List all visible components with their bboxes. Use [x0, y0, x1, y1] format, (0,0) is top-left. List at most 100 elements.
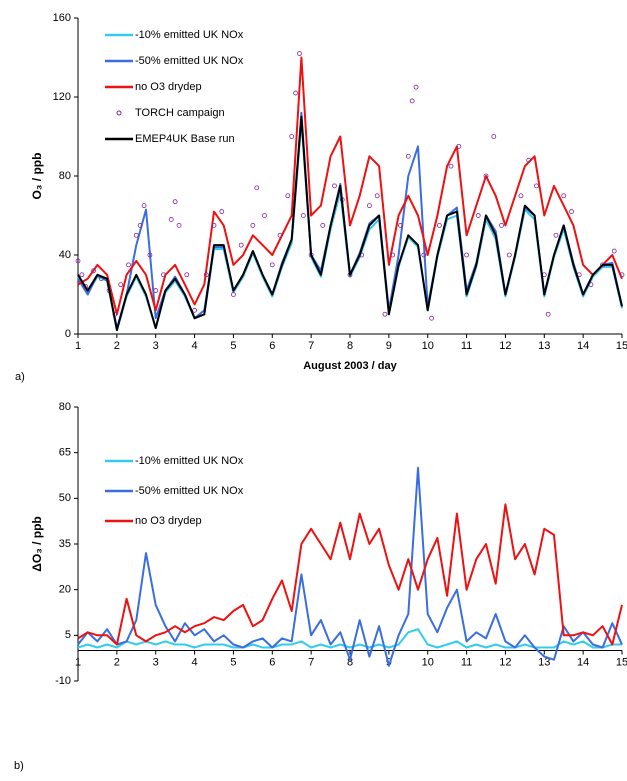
legend-label: no O3 drydep	[135, 515, 202, 527]
y-tick-label: 80	[59, 170, 71, 182]
data-point	[398, 222, 403, 228]
legend-label: -10% emitted UK NOx	[135, 455, 244, 467]
x-tick-label: 4	[192, 656, 198, 668]
x-tick-label: 14	[577, 340, 589, 352]
data-point	[137, 222, 143, 228]
data-point	[133, 232, 139, 238]
data-point	[277, 232, 283, 238]
data-point	[184, 272, 190, 278]
data-point	[506, 252, 512, 258]
data-line	[77, 56, 623, 316]
x-tick-label: 9	[386, 340, 392, 352]
data-point	[475, 213, 481, 218]
x-tick-label: 10	[422, 656, 434, 668]
x-tick-label: 12	[499, 656, 511, 668]
data-point	[545, 311, 551, 317]
x-tick-label: 4	[192, 340, 198, 352]
x-tick-label: 5	[230, 656, 236, 668]
legend-label: -50% emitted UK NOx	[135, 485, 244, 497]
y-tick-label: 80	[59, 401, 71, 413]
data-point	[203, 272, 209, 278]
data-point	[561, 193, 567, 199]
x-tick-label: 6	[269, 656, 275, 668]
data-point	[238, 242, 244, 248]
data-point	[293, 90, 299, 96]
x-tick-label: 14	[577, 656, 589, 668]
data-point	[161, 272, 166, 278]
legend-label: -50% emitted UK NOx	[135, 55, 244, 67]
data-point	[320, 222, 326, 228]
data-point	[534, 183, 539, 189]
data-point	[153, 288, 159, 293]
x-tick-label: 8	[347, 340, 353, 352]
panel-label: b)	[14, 760, 24, 772]
data-point	[250, 222, 256, 228]
x-tick-label: 11	[461, 340, 472, 352]
y-axis-label: ΔO₃ / ppb	[30, 516, 44, 572]
x-tick-label: 12	[499, 340, 511, 352]
legend-label: EMEP4UK Base run	[135, 133, 235, 145]
data-point	[526, 157, 532, 163]
data-point	[168, 217, 174, 222]
data-point	[211, 222, 217, 228]
data-point	[269, 262, 275, 268]
data-point	[219, 209, 225, 214]
data-point	[413, 84, 419, 90]
x-tick-label: 13	[538, 340, 550, 352]
x-tick-label: 2	[114, 340, 120, 352]
y-tick-label: 0	[65, 328, 71, 340]
data-point	[262, 213, 267, 218]
data-point	[176, 222, 182, 228]
data-point	[436, 222, 442, 228]
x-tick-label: 7	[308, 340, 314, 352]
legend-label: TORCH campaign	[135, 107, 225, 119]
data-point	[429, 315, 435, 321]
data-point	[619, 272, 625, 278]
x-tick-label: 15	[616, 340, 627, 352]
data-point	[147, 252, 153, 258]
data-point	[297, 51, 302, 56]
x-tick-label: 6	[269, 340, 275, 352]
data-point	[285, 193, 291, 199]
data-point	[382, 311, 388, 317]
y-tick-label: 35	[59, 538, 71, 550]
data-point	[421, 252, 427, 258]
y-tick-label: 65	[59, 447, 71, 459]
data-point	[332, 183, 337, 189]
data-point	[118, 282, 124, 288]
data-point	[405, 153, 411, 159]
x-tick-label: 13	[538, 656, 550, 668]
data-point	[611, 248, 617, 254]
x-tick-label: 10	[422, 340, 434, 352]
data-line	[77, 115, 623, 332]
x-tick-label: 3	[153, 340, 159, 352]
y-tick-label: 40	[59, 249, 71, 261]
data-point	[300, 213, 306, 218]
data-point	[367, 203, 372, 209]
panel-label: a)	[15, 371, 25, 383]
x-tick-label: 1	[75, 656, 81, 668]
x-tick-label: 11	[461, 656, 472, 668]
legend-label: -10% emitted UK NOx	[135, 29, 244, 41]
data-point	[499, 222, 504, 228]
data-point	[456, 143, 462, 149]
data-point	[254, 185, 260, 191]
data-line	[77, 628, 622, 649]
y-tick-label: 120	[53, 91, 71, 103]
x-tick-label: 7	[308, 656, 314, 668]
x-axis-label: August 2003 / day	[303, 360, 397, 372]
data-point	[126, 262, 131, 268]
x-tick-label: 15	[616, 656, 627, 668]
data-point	[374, 193, 380, 199]
legend-label: no O3 drydep	[135, 81, 202, 93]
y-tick-label: -10	[55, 675, 71, 687]
data-point	[569, 209, 574, 214]
data-point	[192, 307, 197, 313]
data-point	[172, 199, 178, 205]
y-tick-label: 20	[59, 584, 71, 596]
data-point	[448, 163, 454, 169]
x-tick-label: 1	[75, 340, 81, 352]
data-point	[483, 173, 489, 179]
x-tick-label: 5	[230, 340, 236, 352]
y-tick-label: 160	[53, 12, 71, 24]
